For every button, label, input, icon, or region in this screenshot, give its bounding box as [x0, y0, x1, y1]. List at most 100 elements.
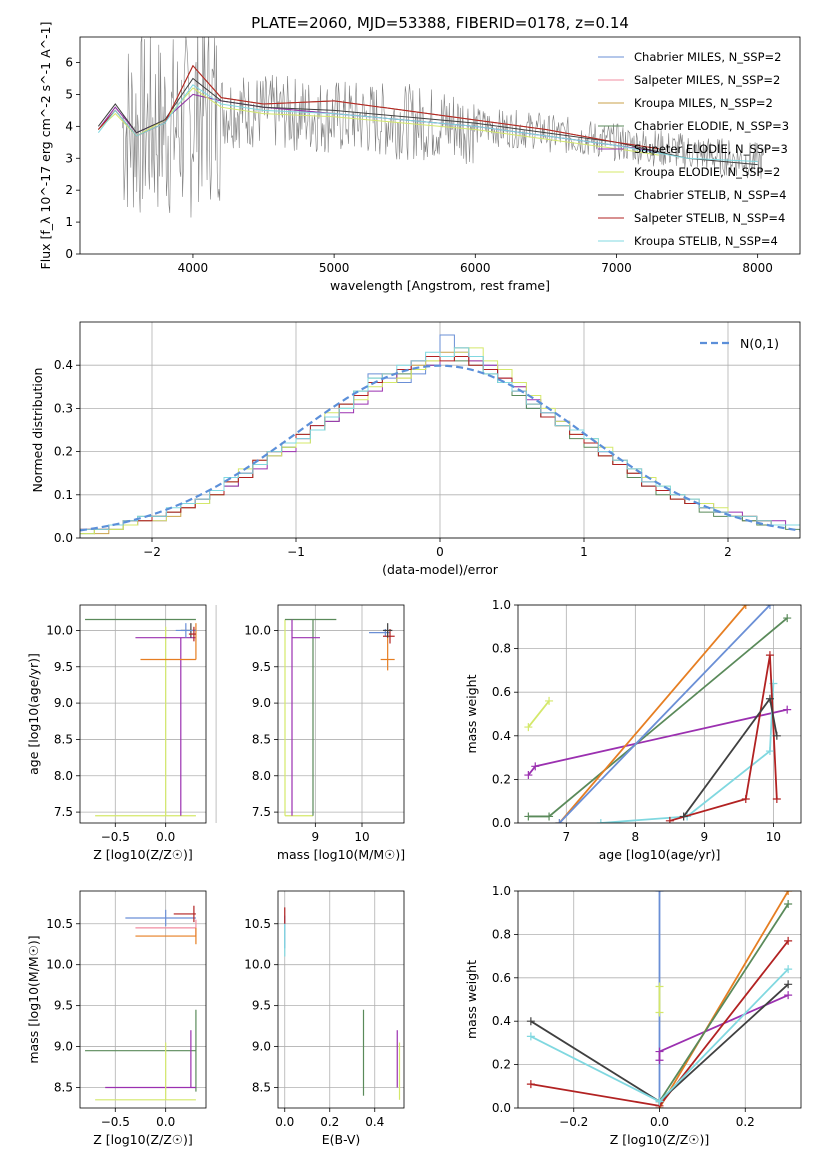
legend-entry: Kroupa MILES, N_SSP=2 [634, 96, 773, 110]
y-tick-label: 0.4 [492, 1014, 511, 1028]
x-axis-label: E(B-V) [322, 1132, 361, 1147]
legend: Chabrier MILES, N_SSP=2 Salpeter MILES, N… [598, 50, 789, 248]
plot-area [284, 618, 395, 817]
y-tick-label: 0 [65, 247, 73, 261]
y-tick-label: 0.0 [54, 531, 73, 545]
x-tick-label: 5000 [319, 261, 350, 275]
x-tick-label: −1 [287, 545, 305, 559]
x-axis-label: wavelength [Angstrom, rest frame] [330, 278, 550, 293]
y-tick-label: 0.0 [492, 1101, 511, 1115]
model-spectrum-6 [98, 87, 659, 156]
y-tick-label: 8.5 [252, 732, 271, 746]
x-tick-label: 4000 [178, 261, 209, 275]
y-tick-label: 8.0 [252, 769, 271, 783]
x-tick-label: 0 [436, 545, 444, 559]
y-tick-label: 9.5 [252, 660, 271, 674]
y-tick-label: 0.6 [492, 685, 511, 699]
x-tick-label: −0.2 [559, 1115, 588, 1129]
x-axis-label: age [log10(age/yr)] [599, 847, 721, 862]
weight-marker [655, 982, 664, 991]
x-tick-label: 1 [580, 545, 588, 559]
weight-marker [526, 1032, 535, 1041]
plot-area [80, 334, 800, 538]
y-tick-label: 0.4 [492, 729, 511, 743]
y-tick-label: 0.3 [54, 401, 73, 415]
y-tick-label: 0.4 [54, 358, 73, 372]
legend-entry: Chabrier ELODIE, N_SSP=3 [634, 119, 789, 133]
weight-marker [524, 812, 533, 821]
y-axis-label: age [log10(age/yr)] [26, 653, 41, 775]
error-cross-2 [285, 618, 337, 816]
weight-marker [765, 694, 774, 703]
y-tick-label: 8.5 [54, 732, 73, 746]
weight-marker [526, 1080, 535, 1089]
weight-marker [765, 605, 774, 609]
x-tick-label: −2 [143, 545, 161, 559]
y-tick-label: 8.0 [54, 769, 73, 783]
y-tick-label: 0.8 [492, 642, 511, 656]
weight-marker [679, 812, 688, 821]
y-tick-label: 9.0 [252, 696, 271, 710]
weight-line-5 [658, 903, 789, 1102]
weight-marker [783, 614, 792, 623]
x-tick-label: 6000 [460, 261, 491, 275]
y-tick-label: 1 [65, 215, 73, 229]
y-tick-label: 10.5 [46, 917, 73, 931]
weight-marker [772, 795, 781, 804]
axes-frame [79, 890, 207, 1109]
weight-marker [784, 936, 793, 945]
y-tick-label: 7.5 [252, 805, 271, 819]
weight-line-6 [600, 683, 775, 823]
y-tick-label: 8.5 [252, 1081, 271, 1095]
y-tick-label: 5 [65, 87, 73, 101]
legend: N(0,1) [700, 336, 779, 351]
y-axis-label: mass weight [464, 960, 479, 1039]
weight-line-4 [558, 605, 747, 823]
x-tick-label: 0.0 [156, 1115, 175, 1129]
axes-frame [79, 604, 207, 824]
x-tick-label: 0.0 [650, 1115, 669, 1129]
panel-6: −0.5 0.0 8.5 9.0 9.5 10.0 10.5 Z [log10(Z/Z☉)] m… [26, 890, 207, 1147]
error-cross-6 [383, 628, 395, 644]
x-axis-label: Z [log10(Z/Z☉)] [93, 1132, 193, 1147]
panel-8: −0.2 0.0 0.2 0.0 0.2 0.4 0.6 0.8 1.0 Z [log10(Z/Z… [464, 884, 802, 1147]
observed-spectrum [122, 37, 765, 218]
y-tick-label: 2 [65, 183, 73, 197]
x-axis-label: mass [log10(M/M☉)] [277, 847, 405, 862]
y-tick-label: 10.0 [244, 623, 271, 637]
weight-marker [741, 605, 750, 609]
x-tick-label: 9 [701, 830, 709, 844]
plot-area [97, 37, 765, 218]
x-tick-label: 7000 [601, 261, 632, 275]
y-tick-label: 4 [65, 119, 73, 133]
legend-entry: Kroupa STELIB, N_SSP=4 [634, 234, 778, 248]
panel-2: −2 −1 0 1 2 0.0 0.1 0.2 0.3 0.4 (data-model)/error… [30, 321, 801, 577]
model-spectrum-9 [97, 84, 758, 162]
weight-marker [784, 900, 793, 909]
y-tick-label: 9.0 [54, 696, 73, 710]
error-cross-3 [291, 619, 320, 816]
error-cross-4 [140, 623, 197, 661]
weight-line-1 [527, 700, 550, 728]
x-tick-label: 0.2 [736, 1115, 755, 1129]
x-tick-label: 0.0 [156, 830, 175, 844]
legend-entry: N(0,1) [740, 336, 779, 351]
x-tick-label: 10 [766, 830, 781, 844]
x-axis-label: Z [log10(Z/Z☉)] [610, 1132, 710, 1147]
y-tick-label: 0.1 [54, 488, 73, 502]
y-tick-label: 0.6 [492, 971, 511, 985]
x-axis-label: Z [log10(Z/Z☉)] [93, 847, 193, 862]
weight-marker [765, 651, 774, 660]
y-tick-label: 3 [65, 151, 73, 165]
x-tick-label: 9 [312, 830, 320, 844]
weight-marker [524, 723, 533, 732]
x-tick-label: 10 [354, 830, 369, 844]
y-tick-label: 10.5 [244, 917, 271, 931]
y-tick-label: 0.8 [492, 927, 511, 941]
x-tick-label: −0.5 [101, 1115, 130, 1129]
y-axis-label: mass weight [464, 674, 479, 753]
error-cross-7 [95, 1042, 196, 1101]
x-tick-label: 0.0 [275, 1115, 294, 1129]
weight-line-3 [658, 994, 789, 1061]
